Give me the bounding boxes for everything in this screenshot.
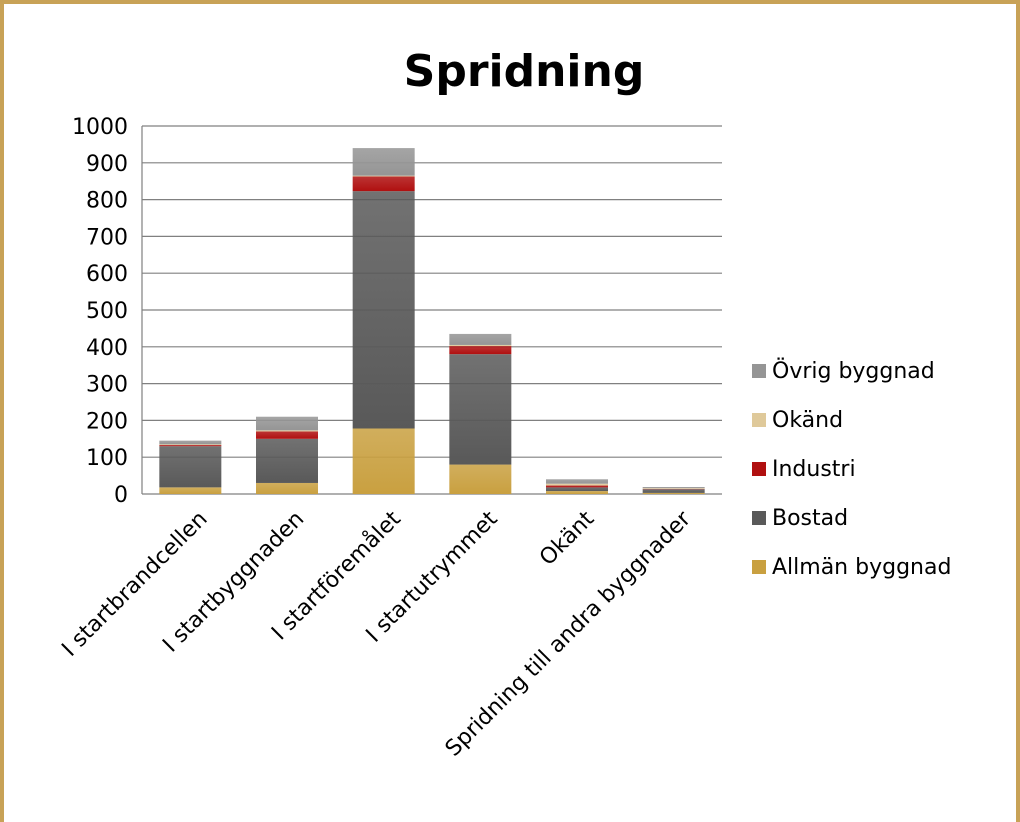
grid-lines <box>141 125 722 495</box>
legend-label: Allmän byggnad <box>772 555 951 580</box>
bar-segment <box>256 430 318 432</box>
bar-segment <box>352 428 415 494</box>
bar-segment <box>256 482 318 494</box>
y-tick-label: 400 <box>86 336 128 361</box>
bar-segment <box>352 191 415 429</box>
bar-segment <box>449 346 512 355</box>
bar-segment <box>159 440 222 445</box>
bar-segment <box>449 333 512 345</box>
legend-swatch <box>752 462 766 476</box>
chart-title: Spridning <box>404 46 645 97</box>
bar-segment <box>159 444 222 446</box>
x-category-label: Okänt <box>535 506 599 570</box>
y-tick-label: 0 <box>114 483 128 508</box>
bar-segment <box>546 491 608 494</box>
bar-segment <box>546 479 608 484</box>
legend-label: Industri <box>772 457 856 482</box>
bar-segment <box>256 416 318 431</box>
y-axis-ticks: 0 100 200 300 400 500 600 700 800 900 1000 <box>72 115 128 508</box>
chart-svg: Spridning 0 100 200 300 400 500 600 700 800 900 10… <box>57 46 951 762</box>
bar-segment <box>642 487 705 489</box>
y-tick-label: 500 <box>86 299 128 324</box>
bar-segment <box>352 148 415 176</box>
bar-segment <box>546 485 608 488</box>
legend: Övrig byggnad Okänd Industri Bostad Allmän b… <box>752 358 951 580</box>
bar-segment <box>642 492 705 494</box>
bar-segment <box>449 464 512 494</box>
bar-segment <box>159 446 222 488</box>
legend-label: Bostad <box>772 506 848 531</box>
legend-swatch <box>752 560 766 574</box>
bar-segment <box>352 176 415 192</box>
y-tick-label: 300 <box>86 373 128 398</box>
bar-segment <box>546 487 608 492</box>
y-tick-label: 600 <box>86 262 128 287</box>
bars <box>159 148 705 494</box>
legend-swatch <box>752 511 766 525</box>
bar-segment <box>449 354 512 465</box>
bar-segment <box>256 431 318 439</box>
bar-segment <box>642 488 705 489</box>
y-tick-label: 800 <box>86 189 128 214</box>
bar-segment <box>642 489 705 493</box>
bar-segment <box>546 483 608 486</box>
legend-swatch <box>752 413 766 427</box>
y-tick-label: 200 <box>86 409 128 434</box>
y-tick-label: 100 <box>86 446 128 471</box>
bar-segment <box>159 487 222 494</box>
y-tick-label: 1000 <box>72 115 128 140</box>
bar-segment <box>352 175 415 177</box>
bar-segment <box>449 344 512 347</box>
legend-label: Okänd <box>772 408 843 433</box>
y-tick-label: 900 <box>86 152 128 177</box>
y-tick-label: 700 <box>86 225 128 250</box>
bar-segment <box>256 438 318 483</box>
bar-segment <box>159 445 222 447</box>
legend-swatch <box>752 364 766 378</box>
legend-label: Övrig byggnad <box>772 358 935 384</box>
